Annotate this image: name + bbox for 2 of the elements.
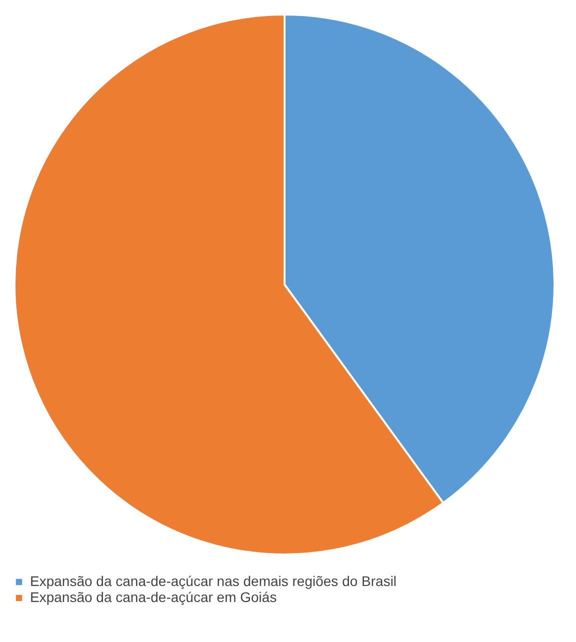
legend-label: Expansão da cana-de-açúcar nas demais regiões do Brasil [30,573,397,589]
legend-label: Expansão da cana-de-açúcar em Goiás [30,589,277,605]
